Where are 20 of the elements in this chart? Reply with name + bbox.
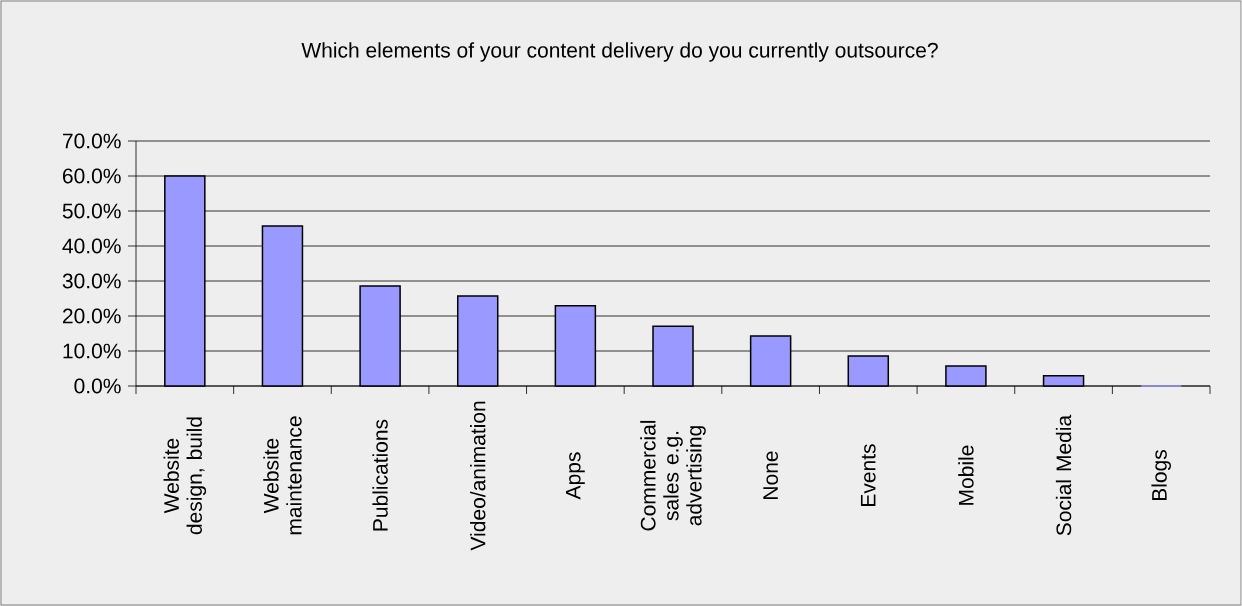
x-tick-label: Mobile	[958, 445, 974, 505]
x-tick-label: Video/animation	[470, 401, 486, 551]
y-tick-label: 60.0%	[62, 168, 121, 184]
x-tick-label: Website design, build	[163, 417, 207, 535]
y-tick-label: 50.0%	[62, 203, 121, 219]
x-tick-label: Website maintenance	[263, 416, 302, 535]
y-tick-label: 40.0%	[62, 238, 121, 254]
x-tick-label: Blogs	[1151, 450, 1171, 501]
y-tick-label: 0.0%	[74, 378, 121, 394]
x-tick-label: None	[763, 451, 778, 499]
x-tick-label: Social Media	[1055, 414, 1072, 536]
x-tick-label: Commercial sales e.g. advertising	[640, 420, 706, 531]
y-tick-label: 20.0%	[62, 308, 121, 324]
chart-title: Which elements of your content delivery do you currently outsource?	[301, 42, 938, 62]
y-tick-label: 70.0%	[63, 133, 121, 149]
y-tick-label: 10.0%	[63, 343, 121, 359]
x-tick-label: Publications	[372, 419, 388, 531]
y-tick-label: 30.0%	[62, 273, 121, 289]
x-tick-label: Events	[860, 444, 876, 506]
x-tick-label: Apps	[565, 452, 585, 500]
